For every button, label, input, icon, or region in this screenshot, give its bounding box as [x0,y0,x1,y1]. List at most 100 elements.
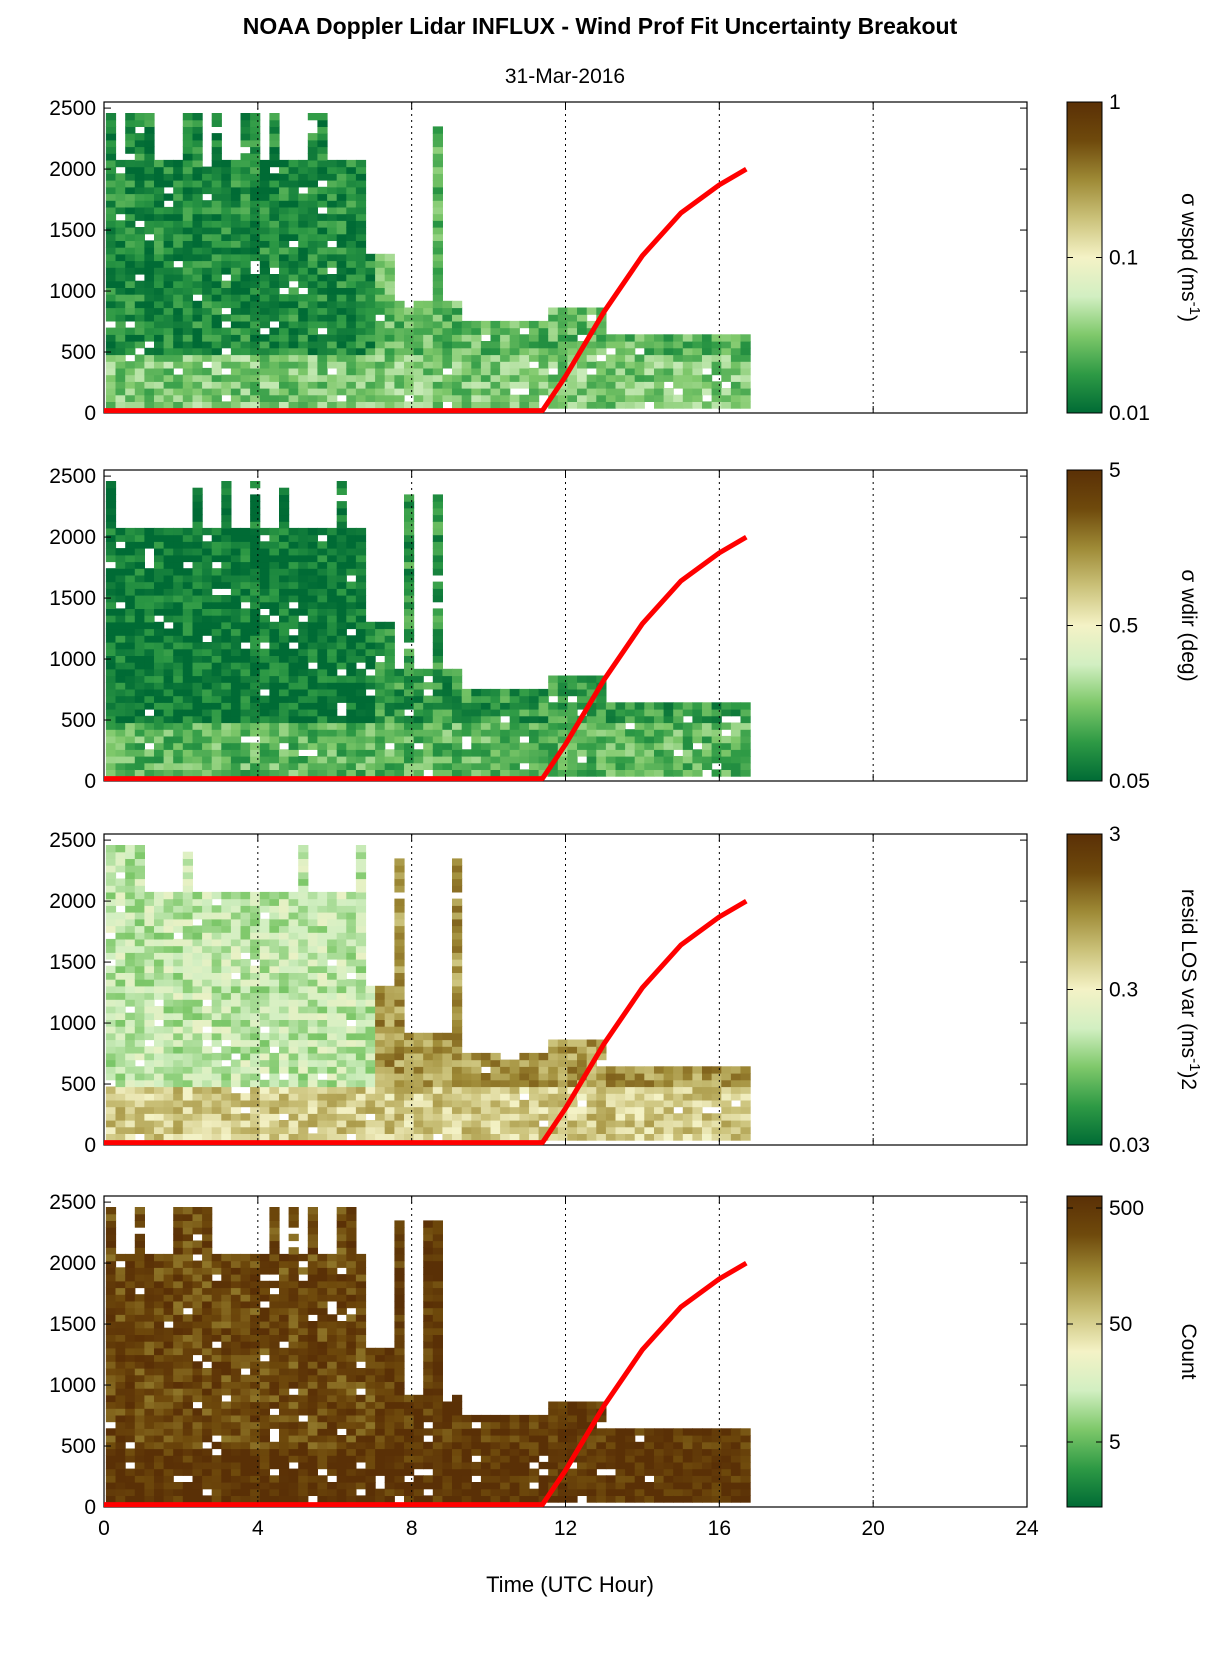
heatmap-cell [567,374,578,382]
heatmap-cell [250,180,261,188]
heatmap-cell [202,367,213,376]
heatmap-cell [202,729,213,737]
heatmap-cell [596,307,607,315]
heatmap-cell [384,320,395,329]
heatmap-cell [173,1073,184,1081]
heatmap-cell [519,688,530,697]
heatmap-cell [442,1126,453,1134]
heatmap-cell [644,709,655,717]
heatmap-cell [413,307,424,315]
heatmap-cell [490,702,501,710]
heatmap-cell [365,635,376,643]
heatmap-cell [125,858,136,866]
heatmap-cell [202,608,213,616]
heatmap-cell [577,394,588,402]
heatmap-cell [154,327,165,335]
heatmap-cell [336,206,347,215]
heatmap-cell [163,715,174,724]
heatmap-cell [375,621,386,630]
heatmap-cell [298,1032,309,1041]
heatmap-cell [211,891,222,900]
heatmap-cell [154,1039,165,1047]
heatmap-cell [279,233,290,241]
heatmap-cell [730,1113,742,1121]
heatmap-cell [423,1133,434,1141]
heatmap-cell [404,595,415,603]
heatmap-cell [105,200,117,208]
heatmap-cell [480,1073,492,1081]
heatmap-cell [125,146,136,154]
heatmap-cell [115,274,126,282]
heatmap-cell [509,756,520,764]
heatmap-cell [105,146,117,154]
heatmap-cell [730,735,742,744]
heatmap-cell [202,891,213,900]
heatmap-cell [509,327,520,335]
heatmap-cell [105,1287,117,1295]
heatmap-cell [625,381,636,389]
heatmap-cell [577,1120,588,1128]
heatmap-cell [115,327,126,335]
heatmap-cell [404,1079,415,1088]
heatmap-cell [240,615,251,623]
heatmap-cell [471,394,482,402]
heatmap-cell [144,527,155,536]
heatmap-cell [298,534,309,542]
heatmap-cell [355,361,367,369]
heatmap-cell [154,280,165,288]
heatmap-cell [259,999,270,1007]
heatmap-cell [105,952,117,960]
heatmap-cell [577,367,588,376]
heatmap-cell [355,615,367,623]
heatmap-cell [509,394,520,402]
heatmap-cell [355,1059,367,1067]
heatmap-cell [452,769,463,777]
heatmap-cell [259,307,270,315]
heatmap-cell [336,247,347,255]
heatmap-cell [288,320,299,329]
heatmap-cell [192,300,203,309]
heatmap-cell [163,180,174,188]
heatmap-cell [173,206,184,215]
heatmap-cell [134,628,145,636]
heatmap-cell [288,1019,299,1027]
heatmap-cell [288,180,299,188]
heatmap-cell [327,769,338,777]
heatmap-cell [644,388,655,396]
heatmap-cell [721,401,732,409]
heatmap-cell [365,628,376,636]
heatmap-cell [346,735,357,744]
heatmap-cell [673,742,684,750]
heatmap-cell [134,541,145,549]
heatmap-cell [394,979,405,987]
heatmap-cell [365,1126,376,1134]
heatmap-cell [452,1032,463,1041]
heatmap-cell [230,1073,242,1081]
heatmap-cell [461,1099,472,1108]
heatmap-cell [692,334,703,342]
heatmap-cell [202,742,213,750]
heatmap-cell [365,300,376,309]
heatmap-cell [259,334,270,342]
heatmap-cell [307,240,318,248]
heatmap-cell [105,1314,117,1322]
heatmap-cell [192,548,203,556]
heatmap-cell [634,367,645,376]
heatmap-cell [173,200,184,208]
heatmap-cell [509,709,520,717]
heatmap-cell [279,959,290,967]
heatmap-cell [500,347,511,356]
heatmap-cell [711,381,722,389]
heatmap-cell [134,394,145,402]
heatmap-cell [125,979,136,987]
heatmap-cell [702,1133,713,1141]
heatmap-cell [125,253,136,262]
heatmap-cell [240,574,251,583]
heatmap-cell [394,1059,405,1067]
heatmap-cell [336,159,347,168]
heatmap-cell [327,233,338,241]
heatmap-cell [355,1032,367,1041]
heatmap-cell [413,1106,424,1114]
heatmap-cell [394,985,405,994]
heatmap-cell [211,1106,222,1114]
